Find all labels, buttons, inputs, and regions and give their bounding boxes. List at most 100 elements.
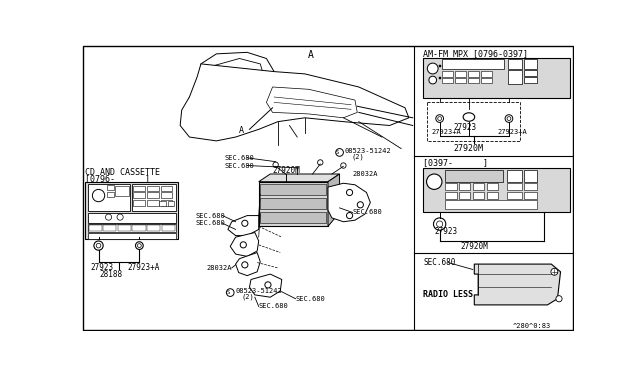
Text: SEC.680: SEC.680 — [224, 163, 254, 169]
Polygon shape — [328, 174, 340, 226]
Bar — [424, 58, 570, 98]
Polygon shape — [266, 87, 357, 118]
Ellipse shape — [463, 113, 475, 121]
Bar — [524, 77, 538, 83]
Text: 08523-51242: 08523-51242 — [345, 148, 392, 154]
Text: 28188: 28188 — [99, 270, 122, 279]
Text: CD AND CASSETTE: CD AND CASSETTE — [86, 168, 161, 177]
Polygon shape — [250, 274, 282, 297]
Polygon shape — [198, 52, 274, 97]
Bar — [459, 192, 470, 199]
Circle shape — [92, 189, 105, 202]
Bar — [260, 198, 326, 209]
Text: RADIO LESS: RADIO LESS — [424, 291, 474, 299]
Bar — [162, 225, 175, 231]
Bar — [473, 192, 484, 199]
Bar — [424, 168, 570, 212]
Bar — [459, 183, 470, 190]
Text: SEC.680: SEC.680 — [196, 220, 225, 226]
Bar — [159, 201, 166, 206]
Bar — [107, 185, 114, 190]
Text: 27923: 27923 — [91, 263, 114, 272]
Text: 27923+A: 27923+A — [497, 129, 527, 135]
Bar — [103, 225, 116, 231]
Circle shape — [240, 242, 246, 248]
Bar — [260, 212, 326, 222]
Polygon shape — [230, 232, 259, 256]
Bar — [481, 78, 492, 83]
Circle shape — [242, 220, 248, 226]
Circle shape — [317, 160, 323, 165]
Circle shape — [551, 268, 558, 275]
Bar — [445, 200, 538, 209]
Circle shape — [433, 218, 446, 230]
Text: S: S — [335, 150, 339, 155]
Polygon shape — [204, 58, 265, 92]
Bar — [524, 59, 538, 69]
Bar — [507, 170, 522, 182]
Text: SEC.680: SEC.680 — [196, 212, 225, 219]
Circle shape — [346, 212, 353, 219]
Circle shape — [428, 63, 438, 74]
Circle shape — [336, 148, 344, 156]
Circle shape — [96, 243, 101, 248]
Bar — [133, 186, 145, 191]
Text: A: A — [239, 126, 244, 135]
Bar — [88, 212, 175, 222]
Circle shape — [136, 242, 143, 250]
Bar — [133, 192, 145, 198]
Bar — [439, 77, 441, 79]
Circle shape — [556, 296, 562, 302]
Bar — [147, 192, 159, 198]
Circle shape — [117, 214, 123, 220]
Bar — [132, 225, 145, 231]
Bar — [442, 71, 452, 77]
Text: 28032A: 28032A — [353, 171, 378, 177]
Text: 27920M: 27920M — [273, 166, 300, 174]
Text: SEC.680: SEC.680 — [424, 258, 456, 267]
Circle shape — [265, 282, 271, 288]
Text: A: A — [308, 51, 314, 60]
Text: (2): (2) — [351, 154, 364, 160]
Circle shape — [507, 117, 511, 121]
Bar — [147, 225, 160, 231]
Bar — [161, 200, 172, 206]
Bar — [133, 200, 145, 206]
Bar — [260, 184, 326, 195]
Bar — [442, 59, 504, 69]
Text: SEC.680: SEC.680 — [296, 296, 325, 302]
Circle shape — [438, 117, 442, 121]
Bar — [161, 192, 172, 198]
Bar — [468, 71, 479, 77]
Bar — [259, 182, 328, 226]
Circle shape — [357, 202, 364, 208]
Bar — [445, 183, 456, 190]
Bar — [486, 192, 498, 199]
Bar — [88, 225, 102, 231]
Text: 27923: 27923 — [454, 122, 477, 132]
Polygon shape — [188, 89, 232, 124]
Bar — [86, 182, 178, 240]
Polygon shape — [228, 216, 259, 235]
Text: 08523-51242: 08523-51242 — [236, 288, 282, 294]
Polygon shape — [328, 183, 371, 222]
Bar — [524, 183, 538, 190]
Circle shape — [346, 189, 353, 196]
Bar — [486, 183, 498, 190]
Bar — [507, 183, 522, 190]
Text: 28032A: 28032A — [206, 265, 232, 271]
Bar — [473, 183, 484, 190]
Bar — [455, 78, 466, 83]
Text: S: S — [227, 290, 230, 295]
Bar — [439, 65, 441, 67]
Bar — [468, 78, 479, 83]
Bar — [481, 71, 492, 77]
Bar — [88, 232, 175, 239]
Text: SEC.680: SEC.680 — [259, 304, 289, 310]
Bar — [508, 59, 522, 69]
Text: AM-FM MPX [0796-0397]: AM-FM MPX [0796-0397] — [424, 49, 529, 58]
Circle shape — [273, 162, 278, 167]
Polygon shape — [180, 64, 409, 141]
Text: 27923: 27923 — [435, 227, 458, 236]
Polygon shape — [236, 253, 260, 276]
